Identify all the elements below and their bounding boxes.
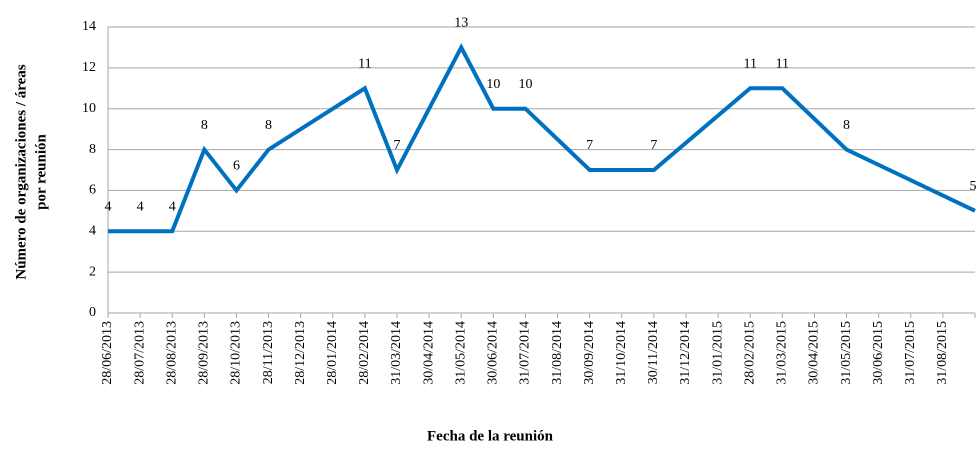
x-tick-label: 31/05/2015 <box>839 321 854 385</box>
x-tick-label: 30/09/2014 <box>582 321 597 385</box>
x-axis-title: Fecha de la reunión <box>427 428 554 444</box>
x-tick-label: 28/09/2013 <box>197 321 212 385</box>
x-tick-label: 31/12/2014 <box>678 321 693 385</box>
y-tick-label: 6 <box>89 183 96 198</box>
x-tick-label: 31/07/2015 <box>903 321 918 385</box>
x-tick-label: 30/04/2015 <box>807 321 822 385</box>
x-tick-label: 28/12/2013 <box>293 321 308 385</box>
x-tick-label: 31/03/2014 <box>389 321 404 385</box>
data-label: 11 <box>358 57 371 72</box>
data-label: 11 <box>743 57 756 72</box>
x-tick-label: 30/06/2015 <box>871 321 886 385</box>
data-label: 10 <box>486 77 500 92</box>
x-tick-label: 31/05/2014 <box>453 321 468 385</box>
data-line <box>108 43 976 234</box>
y-tick-label: 14 <box>82 19 96 34</box>
x-tick-label: 28/02/2015 <box>742 321 757 385</box>
y-axis-title: por reunión <box>33 133 49 209</box>
x-tick-label: 28/11/2013 <box>261 321 276 384</box>
y-tick-label: 8 <box>89 142 96 157</box>
data-label: 11 <box>776 57 789 72</box>
x-tick-label: 28/07/2013 <box>132 321 147 385</box>
x-tick-label: 31/08/2015 <box>935 321 950 385</box>
x-tick-label: 31/08/2014 <box>550 321 565 385</box>
data-label: 7 <box>586 138 593 153</box>
data-label: 5 <box>970 179 977 194</box>
y-axis-title: Número de organizaciones / áreas <box>13 64 29 279</box>
data-label: 8 <box>265 118 272 133</box>
x-tick-label: 31/10/2014 <box>614 321 629 385</box>
data-label: 4 <box>169 200 176 215</box>
x-tick-label: 31/01/2015 <box>710 321 725 385</box>
y-tick-label: 12 <box>82 60 96 75</box>
x-tick-label: 31/07/2014 <box>518 321 533 385</box>
x-tick-label: 30/11/2014 <box>646 321 661 384</box>
data-label: 13 <box>454 16 468 31</box>
data-label: 4 <box>137 200 144 215</box>
y-tick-label: 2 <box>89 264 96 279</box>
y-tick-label: 4 <box>89 224 96 239</box>
y-tick-label: 10 <box>82 101 96 116</box>
y-tick-label: 0 <box>89 305 96 320</box>
x-tick-label: 30/04/2014 <box>421 321 436 385</box>
x-tick-label: 28/10/2013 <box>229 321 244 385</box>
x-tick-label: 28/01/2014 <box>325 321 340 385</box>
x-tick-label: 28/06/2013 <box>100 321 115 385</box>
data-label: 4 <box>105 200 112 215</box>
data-label: 7 <box>650 138 657 153</box>
x-tick-label: 28/02/2014 <box>357 321 372 385</box>
data-label: 8 <box>201 118 208 133</box>
data-label: 6 <box>233 159 240 174</box>
data-label: 7 <box>394 138 401 153</box>
data-label: 10 <box>518 77 532 92</box>
x-tick-label: 28/08/2013 <box>164 321 179 385</box>
x-tick-label: 31/03/2015 <box>775 321 790 385</box>
x-tick-label: 30/06/2014 <box>486 321 501 385</box>
data-label: 8 <box>843 118 850 133</box>
